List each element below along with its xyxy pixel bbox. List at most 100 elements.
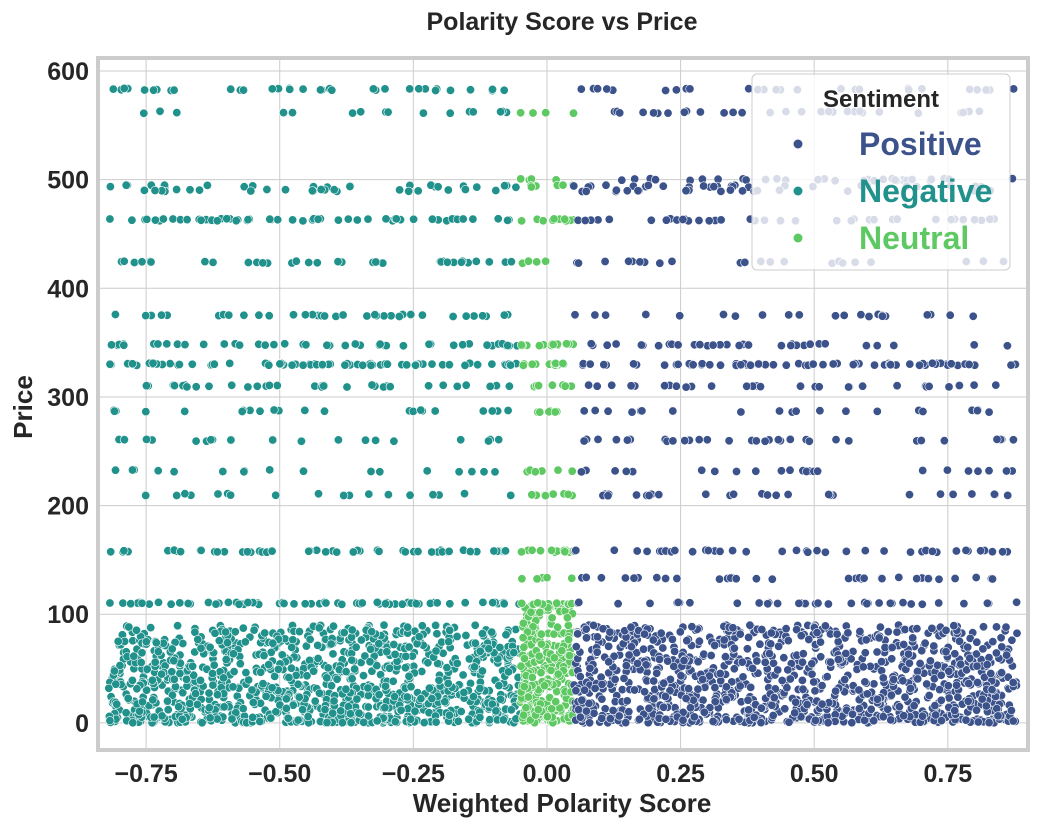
point-positive bbox=[592, 381, 602, 391]
point-positive bbox=[886, 690, 896, 700]
point-neutral bbox=[542, 573, 552, 583]
point-negative bbox=[322, 340, 332, 350]
point-negative bbox=[158, 214, 168, 224]
point-negative bbox=[375, 339, 385, 349]
point-positive bbox=[644, 490, 654, 500]
point-positive bbox=[685, 703, 695, 713]
point-negative bbox=[280, 339, 290, 349]
point-positive bbox=[927, 546, 937, 556]
point-negative bbox=[288, 310, 298, 320]
point-negative bbox=[333, 257, 343, 267]
legend-label-negative: Negative bbox=[859, 173, 992, 209]
point-negative bbox=[500, 181, 510, 191]
point-positive bbox=[973, 466, 983, 476]
point-positive bbox=[719, 635, 729, 645]
point-positive bbox=[764, 649, 774, 659]
point-neutral bbox=[526, 607, 536, 617]
point-negative bbox=[243, 382, 253, 392]
point-negative bbox=[389, 639, 399, 649]
point-negative bbox=[365, 657, 375, 667]
point-positive bbox=[892, 627, 902, 637]
point-negative bbox=[185, 698, 195, 708]
point-negative bbox=[110, 406, 120, 416]
point-negative bbox=[141, 637, 151, 647]
point-negative bbox=[267, 84, 277, 94]
point-negative bbox=[121, 708, 131, 718]
point-neutral bbox=[568, 108, 578, 118]
point-negative bbox=[204, 597, 214, 607]
point-negative bbox=[374, 639, 384, 649]
y-tick-label: 100 bbox=[47, 601, 89, 629]
point-negative bbox=[350, 664, 360, 674]
point-positive bbox=[634, 714, 644, 724]
point-negative bbox=[460, 360, 470, 370]
point-positive bbox=[671, 85, 681, 95]
point-positive bbox=[584, 380, 594, 390]
point-positive bbox=[900, 624, 910, 634]
point-negative bbox=[193, 634, 203, 644]
point-negative bbox=[456, 257, 466, 267]
point-negative bbox=[328, 649, 338, 659]
point-neutral bbox=[539, 681, 549, 691]
point-positive bbox=[574, 705, 584, 715]
point-positive bbox=[794, 598, 804, 608]
point-negative bbox=[404, 671, 414, 681]
point-negative bbox=[372, 661, 382, 671]
point-positive bbox=[710, 466, 720, 476]
point-positive bbox=[872, 341, 882, 351]
point-negative bbox=[382, 359, 392, 369]
point-neutral bbox=[540, 491, 550, 501]
point-positive bbox=[751, 436, 761, 446]
point-negative bbox=[493, 214, 503, 224]
point-negative bbox=[410, 360, 420, 370]
point-positive bbox=[688, 360, 698, 370]
point-positive bbox=[744, 632, 754, 642]
point-positive bbox=[735, 681, 745, 691]
point-negative bbox=[183, 598, 193, 608]
point-negative bbox=[112, 699, 122, 709]
point-negative bbox=[341, 667, 351, 677]
point-negative bbox=[432, 629, 442, 639]
point-positive bbox=[709, 182, 719, 192]
point-positive bbox=[637, 406, 647, 416]
point-positive bbox=[706, 650, 716, 660]
point-negative bbox=[197, 718, 207, 728]
point-positive bbox=[660, 381, 670, 391]
point-positive bbox=[924, 381, 934, 391]
point-negative bbox=[188, 661, 198, 671]
y-tick-label: 0 bbox=[75, 710, 89, 738]
point-negative bbox=[477, 629, 487, 639]
point-negative bbox=[343, 214, 353, 224]
point-neutral bbox=[547, 704, 557, 714]
point-positive bbox=[808, 359, 818, 369]
point-negative bbox=[328, 708, 338, 718]
point-negative bbox=[141, 381, 151, 391]
point-positive bbox=[638, 644, 648, 654]
legend-marker-negative bbox=[793, 186, 803, 196]
point-negative bbox=[332, 547, 342, 557]
point-positive bbox=[667, 634, 677, 644]
point-positive bbox=[777, 675, 787, 685]
point-negative bbox=[322, 673, 332, 683]
point-positive bbox=[597, 694, 607, 704]
point-negative bbox=[461, 630, 471, 640]
point-negative bbox=[227, 380, 237, 390]
point-negative bbox=[177, 714, 187, 724]
point-positive bbox=[932, 660, 942, 670]
point-positive bbox=[624, 707, 634, 717]
point-negative bbox=[248, 697, 258, 707]
point-positive bbox=[862, 689, 872, 699]
point-positive bbox=[661, 86, 671, 96]
point-neutral bbox=[563, 620, 573, 630]
point-positive bbox=[629, 573, 639, 583]
point-negative bbox=[491, 186, 501, 196]
point-positive bbox=[844, 382, 854, 392]
point-positive bbox=[961, 715, 971, 725]
point-negative bbox=[259, 651, 269, 661]
point-positive bbox=[748, 663, 758, 673]
point-negative bbox=[182, 382, 192, 392]
point-negative bbox=[329, 185, 339, 195]
point-positive bbox=[854, 685, 864, 695]
point-neutral bbox=[528, 622, 538, 632]
point-positive bbox=[661, 714, 671, 724]
